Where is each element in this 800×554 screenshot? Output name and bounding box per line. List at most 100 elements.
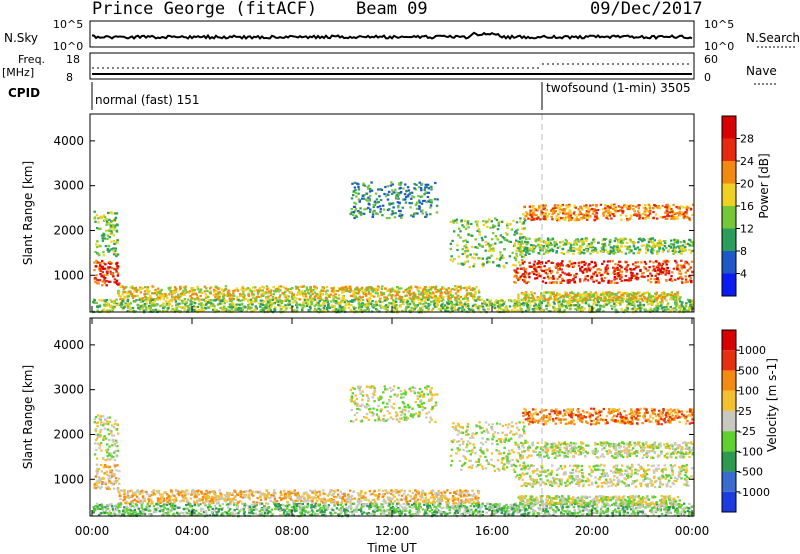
heatmap-cell — [214, 285, 217, 288]
heatmap-cell — [552, 309, 555, 312]
heatmap-cell — [394, 297, 398, 300]
heatmap-cell — [419, 187, 423, 190]
heatmap-cell — [691, 249, 694, 252]
heatmap-cell — [313, 304, 316, 308]
heatmap-cell — [172, 292, 175, 295]
heatmap-cell — [417, 298, 420, 301]
heatmap-cell — [528, 276, 531, 279]
heatmap-cell — [638, 215, 641, 218]
heatmap-cell — [120, 303, 124, 306]
heatmap-cell — [279, 289, 282, 292]
heatmap-cell — [520, 308, 523, 311]
heatmap-cell — [352, 211, 355, 214]
heatmap-cell — [116, 265, 119, 268]
heatmap-cell — [572, 292, 575, 295]
heatmap-cell — [614, 248, 617, 251]
heatmap-cell — [110, 240, 113, 243]
heatmap-cell — [570, 244, 573, 247]
heatmap-cell — [524, 309, 528, 312]
heatmap-cell — [565, 241, 568, 244]
heatmap-cell — [633, 299, 636, 302]
heatmap-cell — [425, 213, 429, 216]
heatmap-cell — [558, 206, 561, 209]
heatmap-cell — [433, 305, 437, 308]
heatmap-cell — [557, 213, 560, 216]
heatmap-cell — [426, 290, 429, 293]
heatmap-cell — [475, 223, 479, 226]
heatmap-cell — [112, 301, 115, 304]
heatmap-cell — [421, 308, 424, 312]
heatmap-cell — [126, 304, 129, 307]
heatmap-cell — [640, 244, 644, 247]
heatmap-cell — [293, 309, 296, 312]
heatmap-cell — [632, 296, 635, 299]
heatmap-cell — [682, 217, 686, 220]
heatmap-cell — [106, 273, 109, 276]
heatmap-cell — [543, 291, 546, 294]
heatmap-cell — [466, 303, 470, 306]
heatmap-cell — [104, 459, 107, 462]
heatmap-cell — [569, 212, 572, 215]
heatmap-cell — [674, 307, 677, 310]
heatmap-cell — [522, 221, 526, 224]
heatmap-cell — [637, 212, 641, 215]
heatmap-cell — [632, 274, 635, 277]
heatmap-cell — [411, 195, 414, 198]
heatmap-cell — [347, 302, 350, 305]
heatmap-cell — [291, 293, 294, 296]
heatmap-cell — [436, 198, 439, 201]
heatmap-cell — [371, 213, 375, 216]
heatmap-cell — [356, 292, 359, 295]
heatmap-cell — [655, 291, 659, 294]
heatmap-cell — [590, 242, 593, 245]
heatmap-cell — [654, 213, 658, 216]
heatmap-cell — [623, 205, 627, 208]
heatmap-cell — [672, 297, 675, 300]
heatmap-cell — [682, 247, 685, 250]
heatmap-cell — [668, 293, 671, 296]
heatmap-cell — [591, 278, 594, 281]
heatmap-cell — [648, 245, 651, 248]
heatmap-cell — [427, 302, 430, 306]
heatmap-cell — [373, 295, 376, 298]
heatmap-cell — [673, 241, 677, 244]
heatmap-cell — [655, 300, 658, 303]
heatmap-cell — [581, 306, 584, 309]
heatmap-cell — [587, 264, 590, 267]
y-tick-label: 1000 — [53, 268, 84, 282]
heatmap-cell — [310, 302, 313, 305]
heatmap-cell — [575, 295, 578, 298]
heatmap-cell — [108, 452, 111, 455]
heatmap-cell — [116, 445, 119, 448]
heatmap-cell — [314, 303, 318, 306]
heatmap-cell — [108, 222, 111, 225]
heatmap-cell — [197, 298, 200, 301]
heatmap-cell — [94, 416, 98, 419]
heatmap-cell — [228, 292, 231, 295]
heatmap-cell — [103, 267, 107, 270]
heatmap-cell — [108, 309, 112, 312]
heatmap-cell — [254, 286, 257, 289]
heatmap-cell — [623, 267, 627, 270]
heatmap-cell — [530, 300, 534, 303]
heatmap-cell — [468, 285, 471, 288]
heatmap-cell — [282, 286, 285, 289]
heatmap-cell — [630, 214, 633, 217]
heatmap-cell — [109, 477, 112, 480]
heatmap-cell — [102, 262, 105, 265]
heatmap-cell — [369, 292, 372, 296]
heatmap-cell — [276, 289, 279, 292]
heatmap-cell — [609, 211, 613, 214]
heatmap-cell — [671, 308, 674, 311]
heatmap-cell — [221, 309, 224, 312]
heatmap-cell — [685, 208, 689, 212]
heatmap-cell — [620, 209, 624, 212]
heatmap-cell — [106, 448, 110, 451]
heatmap-cell — [562, 243, 565, 246]
heatmap-cell — [102, 276, 105, 279]
heatmap-cell — [632, 301, 635, 304]
heatmap-cell — [191, 308, 194, 311]
heatmap-cell — [537, 260, 541, 263]
heatmap-cell — [684, 303, 688, 306]
heatmap-cell — [421, 289, 425, 292]
